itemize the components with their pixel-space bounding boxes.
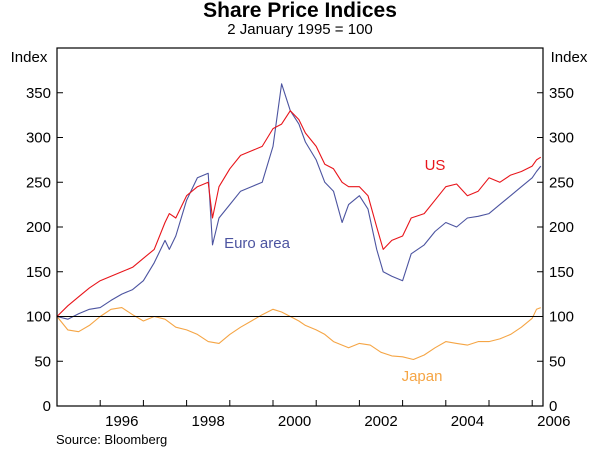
ticks-layer xyxy=(56,92,543,407)
series-label-us: US xyxy=(425,157,446,174)
y-tick-label-right: 300 xyxy=(549,130,574,147)
source-note: Source: Bloomberg xyxy=(56,432,168,447)
x-tick-label: 1998 xyxy=(192,413,225,430)
y-tick-label-left: 350 xyxy=(26,85,51,102)
y-tick-label-left: 100 xyxy=(26,309,51,326)
y-tick-label-right: 100 xyxy=(549,309,574,326)
series-line-japan xyxy=(56,307,542,361)
y-tick-label-right: 250 xyxy=(549,174,574,191)
y-tick-label-right: 50 xyxy=(549,353,566,370)
y-tick-label-right: 0 xyxy=(549,398,557,415)
y-tick-label-left: 200 xyxy=(26,219,51,236)
x-tick-label: 2002 xyxy=(364,413,397,430)
y-tick-label-left: 50 xyxy=(34,353,51,370)
series-label-japan: Japan xyxy=(402,368,443,385)
y-tick-label-left: 300 xyxy=(26,130,51,147)
series-line-euro-area xyxy=(56,83,542,320)
y-axis-unit-right: Index xyxy=(551,49,588,66)
y-tick-label-left: 150 xyxy=(26,264,51,281)
chart-title: Share Price Indices xyxy=(203,0,397,22)
y-axis-unit-left: Index xyxy=(11,49,48,66)
labels-layer: 0 0 50 50 100 100 150 150 200 200 250 250 300 300 350 3… xyxy=(26,85,574,430)
plot-frame xyxy=(56,47,544,407)
series-line-us xyxy=(56,110,542,317)
y-tick-label-right: 200 xyxy=(549,219,574,236)
y-tick-label-left: 0 xyxy=(43,398,51,415)
x-tick-label: 2006 xyxy=(537,413,570,430)
series-layer xyxy=(56,83,542,361)
chart-subtitle: 2 January 1995 = 100 xyxy=(227,21,373,38)
x-tick-label: 2000 xyxy=(278,413,311,430)
y-tick-label-right: 150 xyxy=(549,264,574,281)
x-tick-label: 2004 xyxy=(451,413,484,430)
y-tick-label-right: 350 xyxy=(549,85,574,102)
y-tick-label-left: 250 xyxy=(26,174,51,191)
x-tick-label: 1996 xyxy=(105,413,138,430)
series-label-euro-area: Euro area xyxy=(224,235,291,252)
